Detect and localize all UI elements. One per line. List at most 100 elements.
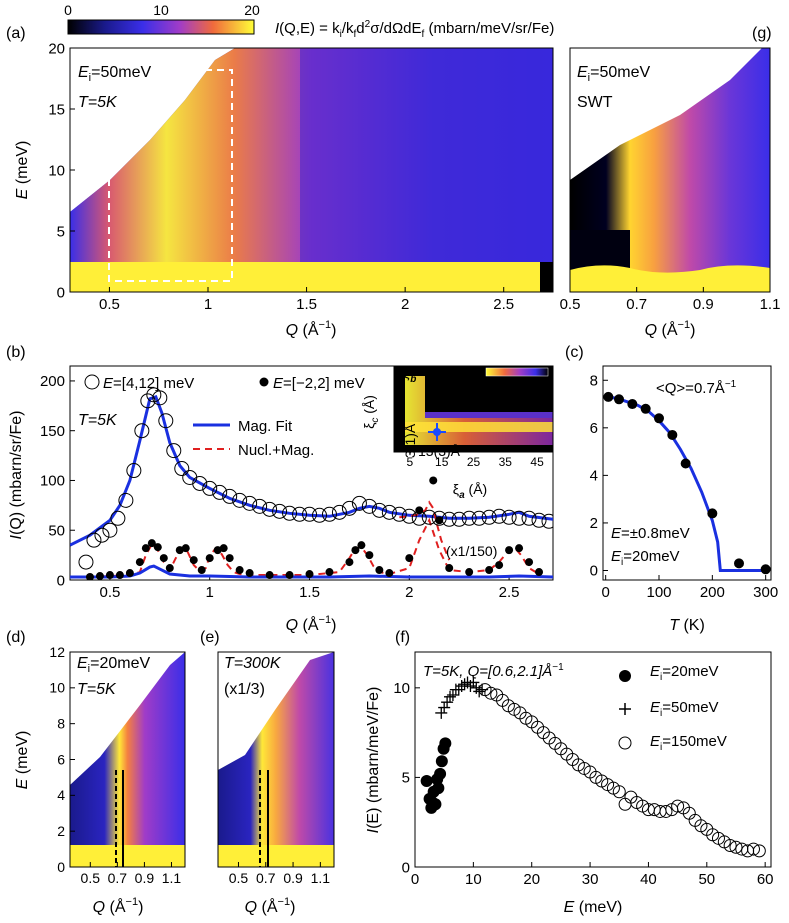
y-tick-label: 15 [48,101,65,118]
data-point [627,399,638,410]
swt-elastic-line [570,265,770,292]
data-point-filled [165,564,174,573]
x-tick-label: 1.5 [299,584,320,601]
y-tick-label: 8 [590,373,598,390]
heatmap-elastic-line [70,845,185,867]
data-point-filled [495,561,504,570]
panel-a-ei-label: Ei=50meV [78,64,151,84]
data-point-open [86,532,102,548]
data-point-open [140,393,156,409]
data-point-filled [189,556,198,565]
panel-g-axes: 0.5 0.7 0.9 1.1 [560,287,780,313]
inset-y-tick-label: 6 [396,388,403,402]
y-tick-label: 50 [48,522,65,539]
panel-d-temp-label: T=5K [77,681,117,698]
data-point-ei150 [752,844,766,858]
colorbar-tick: 10 [153,2,169,18]
colorbar-gradient [67,19,255,35]
data-point-filled [465,568,474,577]
panel-d-axes: 0.5 0.7 0.9 1.1 0 2 4 6 8 10 12 [49,644,181,886]
y-tick-label: 10 [49,680,65,696]
panel-g-ei-label: Ei=50meV [577,64,650,84]
panel-e-scale-label: (x1/3) [224,681,265,698]
x-tick-label: 2 [401,296,409,313]
data-point [760,564,771,575]
data-point-filled [153,543,162,552]
panel-b-chart: 0.5 1 1.5 2 2.5 0 50 100 150 200 E=[4,12] meV E=[… [8,365,554,634]
panel-c-q-label: <Q>=0.7Å−1 [656,379,737,397]
inset-band-dark [425,412,553,418]
panel-b-xlabel: Q (Å−1) [286,614,337,634]
panel-f-ylabel: I(E) (mbarn/meV/Fe) [365,687,382,834]
legend-filled-marker [259,377,269,387]
data-point-open [331,504,347,520]
x-tick-label: 0.9 [135,870,155,886]
panel-f-axes: 0 10 20 30 40 50 60 0 5 10 [393,680,773,888]
panel-a-temp-label: T=5K [78,94,118,111]
legend-label-ei50: Ei=50meV [650,699,719,719]
panel-a-axes: 0.5 1 1.5 2 2.5 0 5 10 15 20 [48,40,514,313]
y-tick-label: 6 [590,420,598,437]
data-point-open [351,495,367,511]
panel-label-f: (f) [395,629,410,646]
data-point-filled [351,546,360,555]
x-tick-label: 1.1 [162,870,182,886]
data-point-open [341,500,357,516]
data-point-filled [181,544,190,553]
data-point-filled [205,554,214,563]
colorbar-formula: I(Q,E) = ki/kfd2σ/dΩdEf (mbarn/meV/sr/Fe… [275,19,554,40]
panel-c-axes: 0 100 200 300 0 2 4 6 8 [590,373,779,601]
y-tick-label: 10 [48,162,65,179]
data-point-open [166,443,182,459]
data-point-ei20 [432,782,445,795]
panel-label-b: (b) [6,344,26,361]
data-point-open [461,510,477,526]
y-tick-label: 5 [57,223,65,240]
data-point-open [110,510,126,526]
legend-marker-ei50 [619,703,631,715]
data-point-filled [535,568,544,577]
data-point-ei150 [729,840,743,854]
y-tick-label: 2 [590,515,598,532]
panel-a-heatmap: 0.5 1 1.5 2 2.5 0 5 10 15 20 Ei=50meV T=5K Q (Å−1… [14,40,554,339]
x-tick-label: 40 [640,871,657,888]
data-point-filled [357,541,366,550]
data-point-open [292,506,308,522]
x-tick-label: 100 [646,584,671,601]
data-point-open [222,488,238,504]
data-point-open [78,554,94,570]
data-point-filled [135,558,144,567]
x-tick-label: 0.7 [108,870,128,886]
data-point-filled [325,568,334,577]
x-tick-label: 0.5 [560,296,581,313]
x-tick-label: 0.7 [256,870,276,886]
data-point-open [94,527,110,543]
x-tick-label: 30 [582,871,599,888]
data-point-filled [147,539,156,548]
panel-a-ylabel: E (meV) [14,141,31,200]
inset-x-tick-label: 45 [530,455,544,469]
integration-box [108,69,233,282]
panel-f-xlabel: E (meV) [564,899,623,916]
data-point-filled [105,571,114,580]
inset-y-tick-label: 4 [396,407,403,421]
y-tick-label: 100 [40,473,65,490]
data-point-open [102,522,118,538]
panel-label-d: (d) [6,629,26,646]
inset-x-tick-label: 15 [435,455,449,469]
data-point-open [252,498,268,514]
data-point-open [321,506,337,522]
panel-b-plot [70,387,553,580]
legend-label-ei150: Ei=150meV [650,733,727,753]
panel-f-conditions: T=5K, Q=[0.6,2.1]Å−1 [423,662,564,680]
y-tick-label: 12 [49,644,65,660]
data-point-open [361,498,377,514]
data-point-filled [159,554,168,563]
y-tick-label: 0 [57,572,65,589]
inset-xlabel: ξa (Å) [453,481,487,501]
inset-y-tick-label: 8 [396,369,403,383]
data-point-open [158,413,174,429]
inset-x-tick-label: 5 [407,455,414,469]
data-point-filled [245,569,254,578]
x-tick-label: 0.5 [81,870,101,886]
